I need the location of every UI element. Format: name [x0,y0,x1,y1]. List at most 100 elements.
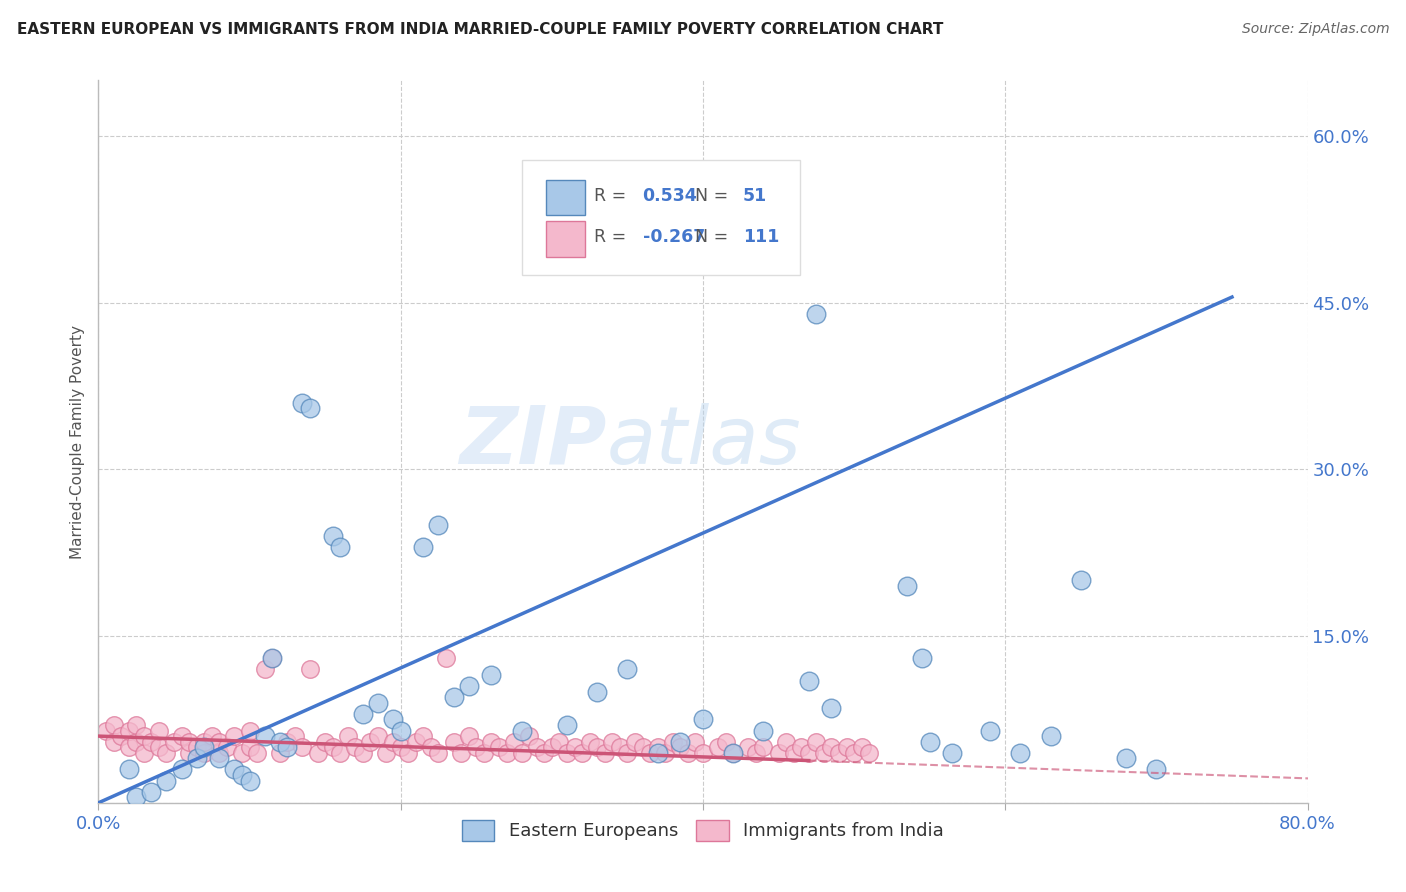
Point [797,746,820,760]
Point [820,740,842,755]
Point [239,723,262,738]
Point [186,740,208,755]
FancyBboxPatch shape [522,160,800,276]
Point [820,701,842,715]
Point [828,746,851,760]
Point [450,746,472,760]
Point [155,746,177,760]
Point [685,734,707,748]
Point [631,740,654,755]
Point [155,773,177,788]
Point [344,740,367,755]
Point [360,734,382,748]
Point [896,579,918,593]
Point [647,740,669,755]
Point [457,729,479,743]
Point [783,746,806,760]
Point [201,729,224,743]
Point [103,718,125,732]
Point [941,746,963,760]
Point [262,651,284,665]
Point [389,740,412,755]
Point [193,734,215,748]
Point [631,228,654,243]
Point [329,746,352,760]
Point [132,729,155,743]
Point [299,662,322,676]
Point [336,729,359,743]
Point [723,746,745,760]
Point [276,740,298,755]
Point [291,740,314,755]
Point [540,740,562,755]
Point [465,740,488,755]
Point [352,706,374,721]
Point [118,740,141,755]
Point [472,746,495,760]
Point [495,746,517,760]
Point [118,763,141,777]
Point [110,729,132,743]
Point [797,673,820,688]
Point [692,713,714,727]
Point [1010,746,1032,760]
Legend: Eastern Europeans, Immigrants from India: Eastern Europeans, Immigrants from India [454,813,952,848]
Point [427,746,450,760]
Point [676,746,699,760]
Point [132,746,155,760]
FancyBboxPatch shape [546,180,585,215]
Point [179,746,201,760]
Point [1070,574,1092,588]
Point [231,746,253,760]
Point [322,740,344,755]
Point [253,729,276,743]
Point [669,740,692,755]
Point [246,746,269,760]
Point [555,718,578,732]
Point [367,696,389,710]
Point [858,746,880,760]
Point [503,734,526,748]
Point [790,740,813,755]
Point [224,729,246,743]
Point [844,746,866,760]
Point [125,734,148,748]
Point [1144,763,1167,777]
Point [208,734,231,748]
Point [231,768,253,782]
Point [654,746,676,760]
Point [412,540,434,554]
Point [262,651,284,665]
Point [163,734,186,748]
Text: 0.534: 0.534 [643,187,697,205]
Point [193,740,215,755]
Point [669,734,692,748]
Point [125,718,148,732]
Point [526,740,548,755]
Text: 111: 111 [742,228,779,246]
Point [564,740,586,755]
Point [593,746,616,760]
Point [979,723,1001,738]
Point [918,734,941,748]
Point [851,740,873,755]
Text: R =: R = [595,187,631,205]
Text: atlas: atlas [606,402,801,481]
Point [647,746,669,760]
Point [707,740,730,755]
Text: 51: 51 [742,187,768,205]
Point [322,529,344,543]
Point [239,773,262,788]
Point [396,746,419,760]
Point [481,668,503,682]
Point [314,734,336,748]
Point [510,746,533,760]
Point [752,723,775,738]
Point [555,746,578,760]
Text: ZIP: ZIP [458,402,606,481]
Point [215,740,238,755]
Point [389,723,412,738]
Point [443,690,465,705]
Point [269,734,291,748]
Point [307,746,329,760]
